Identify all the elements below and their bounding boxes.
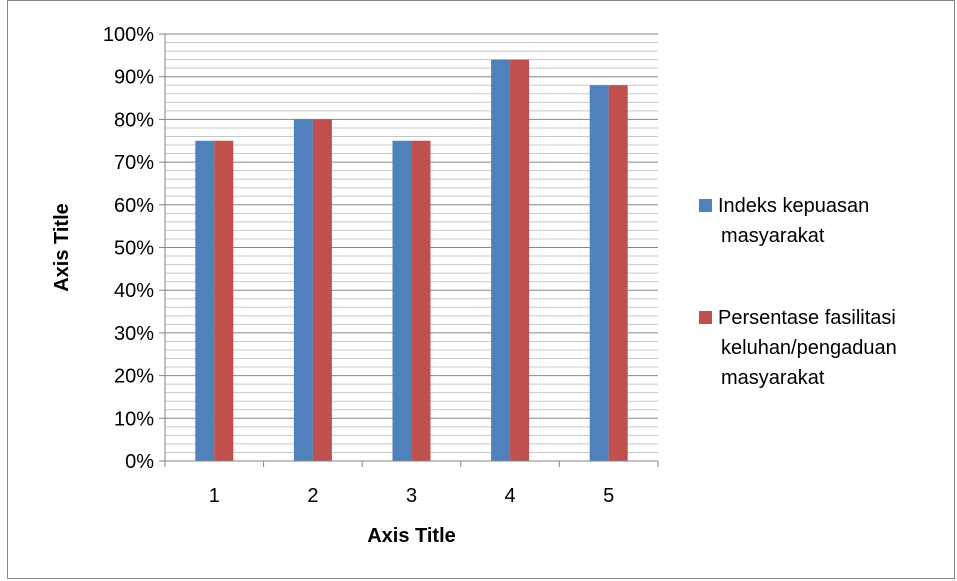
y-tick-label: 80% [114, 109, 154, 131]
y-tick-label: 0% [125, 451, 154, 473]
y-tick-labels: 0% 10% 20% 30% 40% 50% 60% 70% 80% 90% 100% [103, 24, 154, 473]
legend-label-persentase: Persentase fasilitasi [718, 307, 896, 329]
legend-label-indeks: Indeks kepuasan [718, 195, 869, 217]
y-axis-title: Axis Title [51, 203, 73, 292]
x-tick-label: 5 [603, 485, 614, 507]
y-tick-label: 90% [114, 67, 154, 89]
y-tick-label: 100% [103, 24, 154, 46]
x-tick-label: 4 [505, 485, 516, 507]
bar-persentase-4 [510, 59, 530, 462]
bar-indeks-5 [589, 85, 609, 462]
y-tick-label: 50% [114, 238, 154, 260]
x-axis-title: Axis Title [367, 525, 456, 547]
x-tick-label: 2 [307, 485, 318, 507]
axes [159, 33, 659, 467]
bar-indeks-1 [195, 140, 215, 461]
y-tick-label: 40% [114, 280, 154, 302]
legend-swatch-indeks [699, 199, 712, 212]
legend-label-persentase: keluhan/pengaduan [721, 337, 897, 359]
bar-indeks-4 [491, 59, 511, 462]
y-tick-label: 20% [114, 366, 154, 388]
x-tick-label: 3 [406, 485, 417, 507]
x-tick-label: 1 [209, 485, 220, 507]
y-tick-label: 30% [114, 323, 154, 345]
legend-label-persentase: masyarakat [721, 367, 825, 389]
bars [195, 59, 628, 462]
y-tick-label: 60% [114, 195, 154, 217]
bar-persentase-1 [214, 140, 234, 461]
bar-persentase-2 [312, 119, 332, 462]
legend: Indeks kepuasan masyarakat Persentase fasi… [699, 195, 897, 389]
legend-swatch-persentase [699, 311, 712, 324]
legend-label-indeks: masyarakat [721, 225, 825, 247]
bar-indeks-2 [293, 119, 313, 462]
bar-persentase-5 [608, 85, 628, 462]
y-tick-label: 10% [114, 408, 154, 430]
x-tick-labels: 1 2 3 4 5 [209, 485, 615, 507]
bar-indeks-3 [392, 140, 412, 461]
bar-persentase-3 [411, 140, 431, 461]
y-tick-label: 70% [114, 152, 154, 174]
